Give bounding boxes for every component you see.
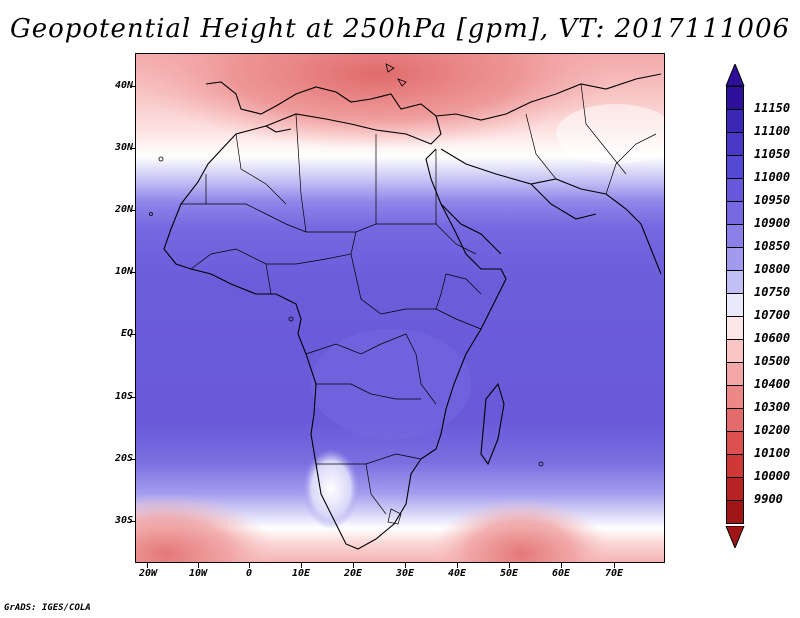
x-tick-label: 30E: [395, 568, 415, 579]
y-tick-label: 10S: [114, 391, 133, 402]
colorbar-cell: [726, 109, 744, 133]
northern-red-lobe: [136, 54, 616, 149]
colorbar-cell: [726, 270, 744, 294]
x-tick-label: 50E: [499, 568, 519, 579]
colorbar-cell: [726, 247, 744, 271]
x-tick-label: 70E: [604, 568, 624, 579]
y-tick: [130, 148, 135, 149]
colorbar-cell: [726, 86, 744, 110]
colorbar-cell: [726, 178, 744, 202]
colorbar-label: 10100: [754, 446, 791, 460]
x-tick: [614, 563, 615, 568]
southern-light-lobe: [303, 449, 359, 529]
colorbar-cell: [726, 155, 744, 179]
x-tick: [249, 563, 250, 568]
x-tick-label: 20E: [343, 568, 363, 579]
colorbar-label: 10500: [754, 354, 791, 368]
country-borders: [181, 83, 657, 525]
x-tick: [561, 563, 562, 568]
y-tick-label: 20N: [114, 204, 133, 215]
colorbar-cell: [726, 431, 744, 455]
colorbar-label: 10800: [754, 262, 791, 276]
x-tick: [457, 563, 458, 568]
x-tick-label: 10W: [188, 568, 208, 579]
colorbar-cell: [726, 454, 744, 478]
colorbar-label: 10400: [754, 377, 791, 391]
y-tick: [130, 86, 135, 87]
x-tick-label: 10E: [291, 568, 311, 579]
y-tick: [130, 272, 135, 273]
colorbar-label: 9900: [754, 492, 783, 506]
colorbar-cell: [726, 293, 744, 317]
southeast-red-lobe: [431, 499, 611, 562]
y-tick-label: EQ: [120, 328, 133, 339]
colorbar-label: 10700: [754, 308, 791, 322]
y-tick: [130, 459, 135, 460]
y-tick: [130, 521, 135, 522]
y-tick: [130, 334, 135, 335]
central-light-patch: [311, 329, 471, 439]
map-svg: [136, 54, 664, 562]
colorbar-label: 10900: [754, 216, 791, 230]
x-tick-label: 20W: [138, 568, 158, 579]
y-tick-label: 30S: [114, 515, 133, 526]
colorbar-label: 10750: [754, 285, 791, 299]
colorbar-cell: [726, 385, 744, 409]
x-tick-label: 0: [245, 568, 253, 579]
x-tick: [301, 563, 302, 568]
southwest-red-lobe: [136, 494, 276, 562]
y-tick: [130, 210, 135, 211]
colorbar-label: 11050: [754, 147, 791, 161]
colorbar-label: 11100: [754, 124, 791, 138]
x-tick: [353, 563, 354, 568]
y-tick-label: 30N: [114, 142, 133, 153]
colorbar-label: 11150: [754, 101, 791, 115]
colorbar-label: 10600: [754, 331, 791, 345]
colorbar-cell: [726, 362, 744, 386]
colorbar-cell: [726, 339, 744, 363]
colorbar-label: 10950: [754, 193, 791, 207]
y-tick: [130, 397, 135, 398]
y-tick-label: 40N: [114, 80, 133, 91]
colorbar-cell: [726, 477, 744, 501]
colorbar-cell: [726, 316, 744, 340]
x-tick: [147, 563, 148, 568]
colorbar-cell: [726, 132, 744, 156]
colorbar-cell: [726, 201, 744, 225]
colorbar-cell: [726, 224, 744, 248]
x-tick: [405, 563, 406, 568]
coastlines: [163, 73, 662, 550]
northeast-light-patch: [556, 104, 664, 164]
colorbar-label: 10300: [754, 400, 791, 414]
colorbar-cell: [726, 408, 744, 432]
colorbar-label: 10850: [754, 239, 791, 253]
footer-credit: GrADS: IGES/COLA: [4, 603, 91, 613]
colorbar-label: 10000: [754, 469, 791, 483]
x-tick: [198, 563, 199, 568]
colorbar-label: 11000: [754, 170, 791, 184]
x-tick: [509, 563, 510, 568]
x-tick-label: 40E: [447, 568, 467, 579]
islands: [149, 63, 544, 467]
y-tick-label: 20S: [114, 453, 133, 464]
map-title: Geopotential Height at 250hPa [gpm], VT:…: [9, 14, 791, 44]
y-tick-label: 10N: [114, 266, 133, 277]
colorbar-label: 10200: [754, 423, 791, 437]
colorbar-cell: [726, 500, 744, 524]
x-tick-label: 60E: [551, 568, 571, 579]
colorbar-bottom-triangle: [725, 526, 745, 548]
colorbar-top-triangle: [725, 64, 745, 86]
map-panel: [135, 53, 665, 563]
